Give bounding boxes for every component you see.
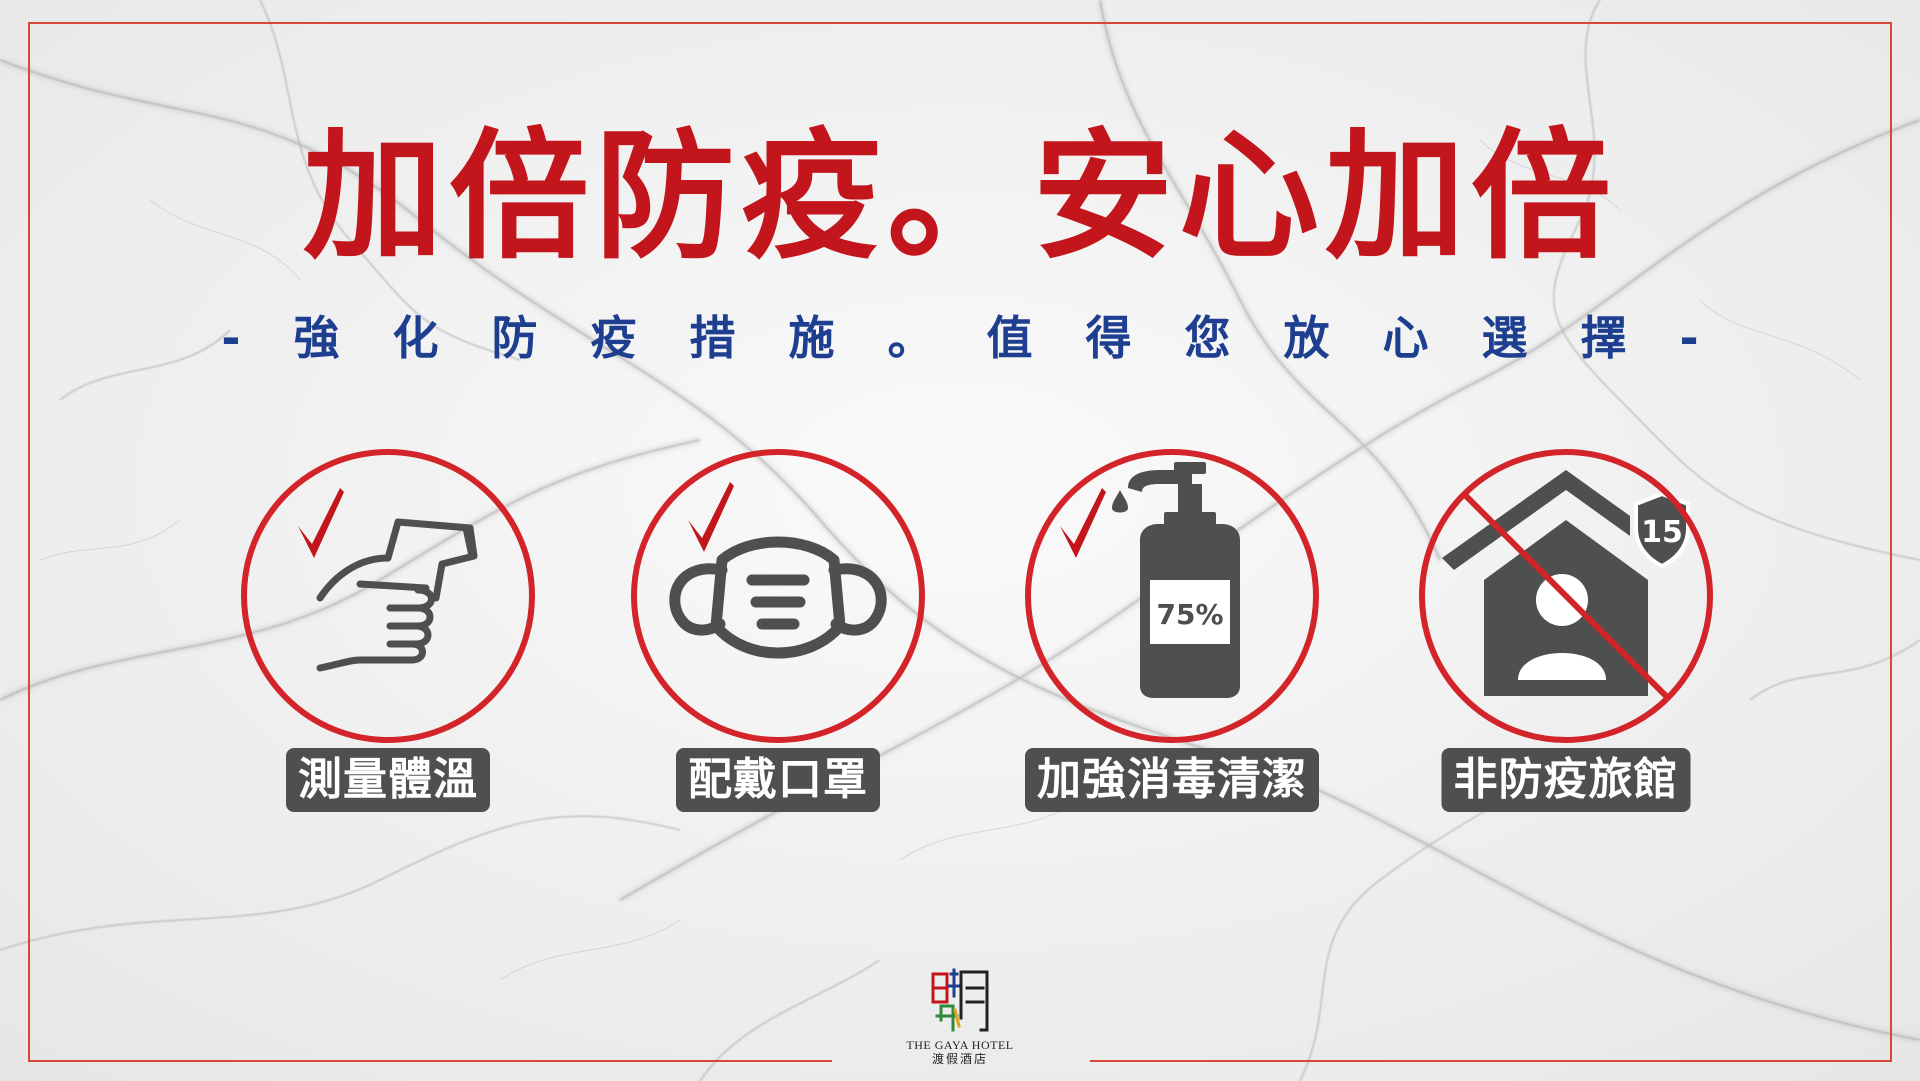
check-mark-icon bbox=[688, 482, 734, 552]
thermometer-gun-icon bbox=[241, 449, 535, 743]
face-mask-icon bbox=[631, 449, 925, 743]
frame-line-right bbox=[1890, 22, 1892, 1062]
frame-line-top bbox=[28, 22, 1892, 24]
no-quarantine-hotel-item: 15 非防疫旅館 bbox=[1418, 448, 1714, 816]
bottle-label-text: 75% bbox=[1156, 598, 1223, 631]
shield-number-text: 15 bbox=[1641, 515, 1683, 550]
logo-name-en: THE GAYA HOTEL bbox=[906, 1038, 1014, 1052]
disinfection-item: 75% 加強消毒清潔 bbox=[1024, 448, 1320, 816]
no-quarantine-hotel-icon: 15 bbox=[1419, 449, 1713, 743]
logo-name-zh: 渡假酒店 bbox=[931, 1052, 988, 1066]
page-subtitle: -強化防疫措施。值得您放心選擇- bbox=[221, 311, 1752, 365]
no-quarantine-hotel-label: 非防疫旅館 bbox=[1441, 748, 1691, 812]
hotel-logo: THE GAYA HOTEL 渡假酒店 bbox=[900, 966, 1020, 1076]
frame-line-bottom-left bbox=[28, 1060, 832, 1062]
check-mark-icon bbox=[1060, 488, 1106, 558]
sanitizer-bottle-icon: 75% bbox=[1025, 449, 1319, 743]
page-title: 加倍防疫。安心加倍 bbox=[302, 116, 1617, 279]
wear-mask-label: 配戴口罩 bbox=[676, 748, 880, 812]
prohibition-slash bbox=[1461, 491, 1671, 701]
frame-line-left bbox=[28, 22, 30, 1062]
wear-mask-item: 配戴口罩 bbox=[630, 448, 926, 816]
measure-temperature-item: 測量體溫 bbox=[240, 448, 536, 816]
measure-temperature-label: 測量體溫 bbox=[286, 748, 490, 812]
disinfection-label: 加強消毒清潔 bbox=[1025, 748, 1319, 812]
check-mark-icon bbox=[298, 488, 344, 558]
gaya-logo-mark-icon bbox=[931, 968, 989, 1032]
shield-icon bbox=[1634, 491, 1690, 569]
frame-line-bottom-right bbox=[1090, 1060, 1892, 1062]
